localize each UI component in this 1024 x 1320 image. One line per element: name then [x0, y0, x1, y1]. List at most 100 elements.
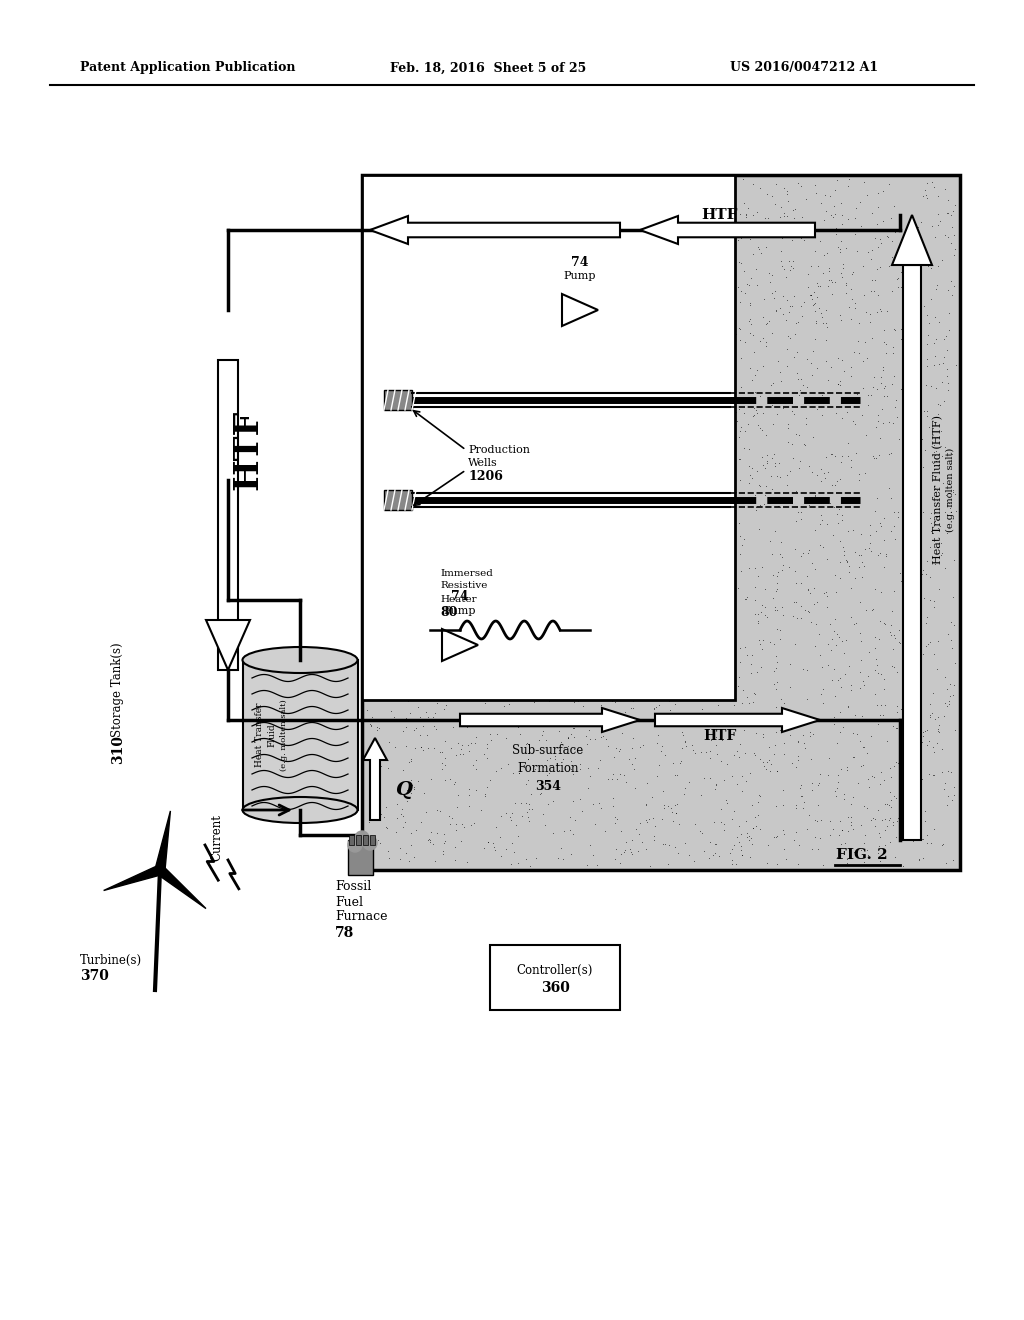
- Point: [424, 569, 440, 590]
- Point: [637, 408, 653, 429]
- Point: [809, 591, 825, 612]
- Text: Production: Production: [468, 445, 530, 455]
- Point: [702, 399, 719, 420]
- Point: [599, 257, 615, 279]
- Point: [610, 565, 627, 586]
- Point: [660, 195, 677, 216]
- Point: [369, 689, 385, 710]
- Point: [677, 235, 693, 256]
- Point: [794, 572, 810, 593]
- Point: [853, 755, 869, 776]
- Point: [464, 578, 480, 599]
- Point: [467, 733, 483, 754]
- Point: [672, 752, 688, 774]
- Point: [801, 579, 817, 601]
- Point: [683, 734, 699, 755]
- Point: [496, 556, 512, 577]
- Point: [741, 455, 758, 477]
- Point: [715, 597, 731, 618]
- Point: [546, 195, 562, 216]
- Point: [702, 569, 719, 590]
- Point: [583, 566, 599, 587]
- Point: [638, 810, 654, 832]
- Point: [493, 490, 509, 511]
- Point: [710, 570, 726, 591]
- Point: [566, 411, 583, 432]
- Point: [746, 605, 763, 626]
- Point: [707, 477, 723, 498]
- Point: [638, 812, 654, 833]
- Point: [651, 206, 668, 227]
- Point: [654, 649, 671, 671]
- Point: [767, 280, 783, 301]
- Point: [616, 644, 633, 665]
- Point: [888, 751, 904, 772]
- Point: [884, 656, 900, 677]
- Point: [359, 469, 376, 490]
- Point: [475, 543, 492, 564]
- Point: [376, 364, 392, 385]
- Point: [671, 648, 687, 669]
- Point: [461, 631, 477, 652]
- Text: Wells: Wells: [468, 458, 498, 469]
- Point: [745, 682, 762, 704]
- Point: [766, 660, 782, 681]
- Point: [750, 359, 766, 380]
- Point: [435, 515, 452, 536]
- Point: [912, 450, 929, 471]
- Point: [371, 306, 387, 327]
- Point: [838, 630, 854, 651]
- Point: [418, 651, 434, 672]
- Point: [664, 366, 680, 387]
- Point: [484, 667, 501, 688]
- Point: [498, 803, 514, 824]
- Point: [365, 249, 381, 271]
- Point: [390, 665, 407, 686]
- Point: [727, 480, 743, 502]
- Point: [388, 536, 404, 557]
- Point: [915, 560, 932, 581]
- Point: [571, 675, 588, 696]
- Point: [645, 418, 662, 440]
- Point: [400, 850, 417, 871]
- Point: [877, 834, 893, 855]
- Point: [408, 329, 424, 350]
- Point: [428, 539, 444, 560]
- Point: [438, 260, 455, 281]
- Point: [642, 474, 658, 495]
- Point: [505, 513, 521, 535]
- Point: [486, 704, 503, 725]
- Point: [641, 685, 657, 706]
- Point: [759, 313, 775, 334]
- Point: [871, 822, 888, 843]
- Point: [707, 664, 723, 685]
- Point: [403, 550, 420, 572]
- Point: [449, 540, 465, 561]
- Point: [703, 546, 720, 568]
- Point: [477, 692, 494, 713]
- Point: [578, 676, 594, 697]
- Point: [807, 301, 823, 322]
- Point: [890, 267, 906, 288]
- Point: [458, 520, 474, 541]
- Point: [658, 569, 675, 590]
- Point: [590, 758, 606, 779]
- Point: [546, 499, 562, 520]
- Point: [430, 475, 446, 496]
- Point: [700, 387, 717, 408]
- Point: [839, 849, 855, 870]
- Point: [730, 230, 746, 251]
- Point: [457, 500, 473, 521]
- Point: [501, 182, 517, 203]
- Point: [599, 257, 615, 279]
- Point: [801, 601, 817, 622]
- Point: [860, 537, 877, 558]
- Point: [579, 366, 595, 387]
- Point: [925, 453, 941, 474]
- Point: [383, 589, 399, 610]
- Point: [870, 544, 887, 565]
- Point: [593, 797, 609, 818]
- Point: [440, 290, 457, 312]
- Point: [703, 678, 720, 700]
- Point: [437, 830, 454, 851]
